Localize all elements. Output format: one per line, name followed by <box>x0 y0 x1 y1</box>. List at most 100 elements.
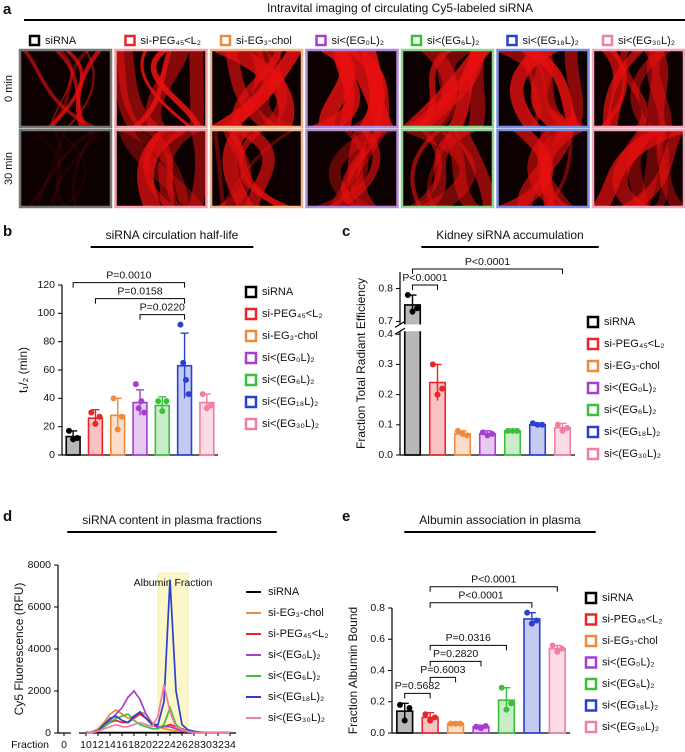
vessels <box>497 130 586 207</box>
vessel <box>115 50 159 127</box>
chart-title: Albumin association in plasma <box>419 513 581 527</box>
chart-title: siRNA circulation half-life <box>106 228 239 242</box>
data-point <box>508 700 515 707</box>
legend-swatch <box>244 285 258 299</box>
data-point <box>464 432 471 439</box>
bar <box>528 424 547 456</box>
image-frame <box>209 128 304 209</box>
data-point <box>132 381 139 388</box>
vessel <box>150 50 202 127</box>
data-point <box>529 420 536 427</box>
y-tick-label: 0.8 <box>370 602 385 614</box>
y-tick-label: 0.0 <box>378 449 393 461</box>
legend-swatch <box>584 613 598 626</box>
image-frame <box>496 128 590 209</box>
vessel <box>215 130 252 207</box>
legend-swatch <box>586 337 600 351</box>
vessel <box>72 130 97 207</box>
y-axis-label: Fraction Albumin Bound <box>346 607 360 734</box>
vessel <box>412 50 472 127</box>
significance-bracket <box>72 282 186 288</box>
image-frame <box>305 128 399 209</box>
x-tick-label: 28 <box>188 739 200 751</box>
vessel <box>48 50 84 127</box>
legend-swatch <box>601 34 614 47</box>
y-tick-label: 60 <box>43 364 55 376</box>
legend-label: si<(EG₃₀L)₂ <box>604 448 661 460</box>
legend-label: siRNA <box>262 286 294 298</box>
y-axis-label: t₁/₂ (min) <box>16 347 30 393</box>
row-label: 30 min <box>3 152 15 185</box>
data-point <box>88 409 95 416</box>
y-tick-label: 0.8 <box>378 282 393 294</box>
significance-bracket <box>429 586 558 592</box>
data-point <box>554 648 561 655</box>
significance-bracket <box>404 692 431 699</box>
column-label: si<(EG₃₀L)₂ <box>618 35 675 47</box>
y-tick-label: 0.4 <box>378 328 393 340</box>
x-tick-label: 20 <box>140 739 152 751</box>
data-point <box>489 430 496 437</box>
p-value-label: P<0.0001 <box>402 272 447 284</box>
data-point <box>431 714 438 721</box>
column-label: si<(EG₀L)₂ <box>332 35 385 47</box>
vessel <box>214 50 295 127</box>
y-tick-label: 20 <box>43 420 55 432</box>
legend-swatch <box>244 417 258 431</box>
break-mark <box>394 320 406 328</box>
legend-swatch <box>586 315 600 329</box>
y-tick-label: 0.2 <box>378 388 393 400</box>
data-point <box>479 429 486 436</box>
x-tick-label: 34 <box>224 739 236 751</box>
data-point <box>74 435 81 441</box>
data-point <box>484 432 491 439</box>
data-point <box>427 717 434 724</box>
line-series <box>85 684 230 734</box>
y-tick-label: 40 <box>43 392 55 404</box>
legend-label: si-PEG₄₅<L₂ <box>268 628 329 640</box>
vessels <box>211 50 302 127</box>
data-point <box>459 430 466 437</box>
legend-label: si<(EG₃₀L)₂ <box>602 721 659 733</box>
x-tick-label: 18 <box>128 739 140 751</box>
data-point <box>180 359 187 366</box>
data-point <box>404 292 411 299</box>
y-tick-label: 0.3 <box>378 358 393 370</box>
image-frame <box>591 48 685 129</box>
data-point <box>135 405 142 412</box>
legend-swatch <box>124 34 136 47</box>
vessels <box>21 50 103 127</box>
vessel <box>410 130 443 207</box>
vessels <box>312 50 394 127</box>
significance-bracket <box>412 268 563 275</box>
legend-swatch <box>410 34 423 47</box>
vessel <box>230 130 275 207</box>
data-point <box>549 642 556 649</box>
data-point <box>65 427 72 434</box>
vessel <box>219 130 296 207</box>
data-point <box>429 361 436 368</box>
y-axis-label: Cy5 Fluorescence (RFU) <box>12 583 26 716</box>
vessel <box>564 50 584 127</box>
data-point <box>138 398 145 405</box>
significance-bracket <box>429 660 482 667</box>
legend-label: siRNA <box>602 592 634 604</box>
data-point <box>185 391 192 398</box>
legend-label: si<(EG₁₈L)₂ <box>602 699 658 711</box>
image-frame <box>400 48 495 129</box>
legend-swatch <box>586 447 600 461</box>
vessel <box>600 50 625 127</box>
image-frame <box>18 48 113 129</box>
y-tick-label: 0 <box>49 449 55 461</box>
x-tick-label: 14 <box>104 739 116 751</box>
bar <box>523 618 541 734</box>
vessel <box>140 50 193 127</box>
y-tick-label: 80 <box>43 335 55 347</box>
vessel <box>328 130 381 207</box>
legend-swatch <box>244 307 258 321</box>
image-frame <box>114 128 208 209</box>
image-frame <box>496 48 590 129</box>
data-point <box>118 413 125 420</box>
x-tick-label: 32 <box>212 739 224 751</box>
data-point <box>439 385 446 392</box>
